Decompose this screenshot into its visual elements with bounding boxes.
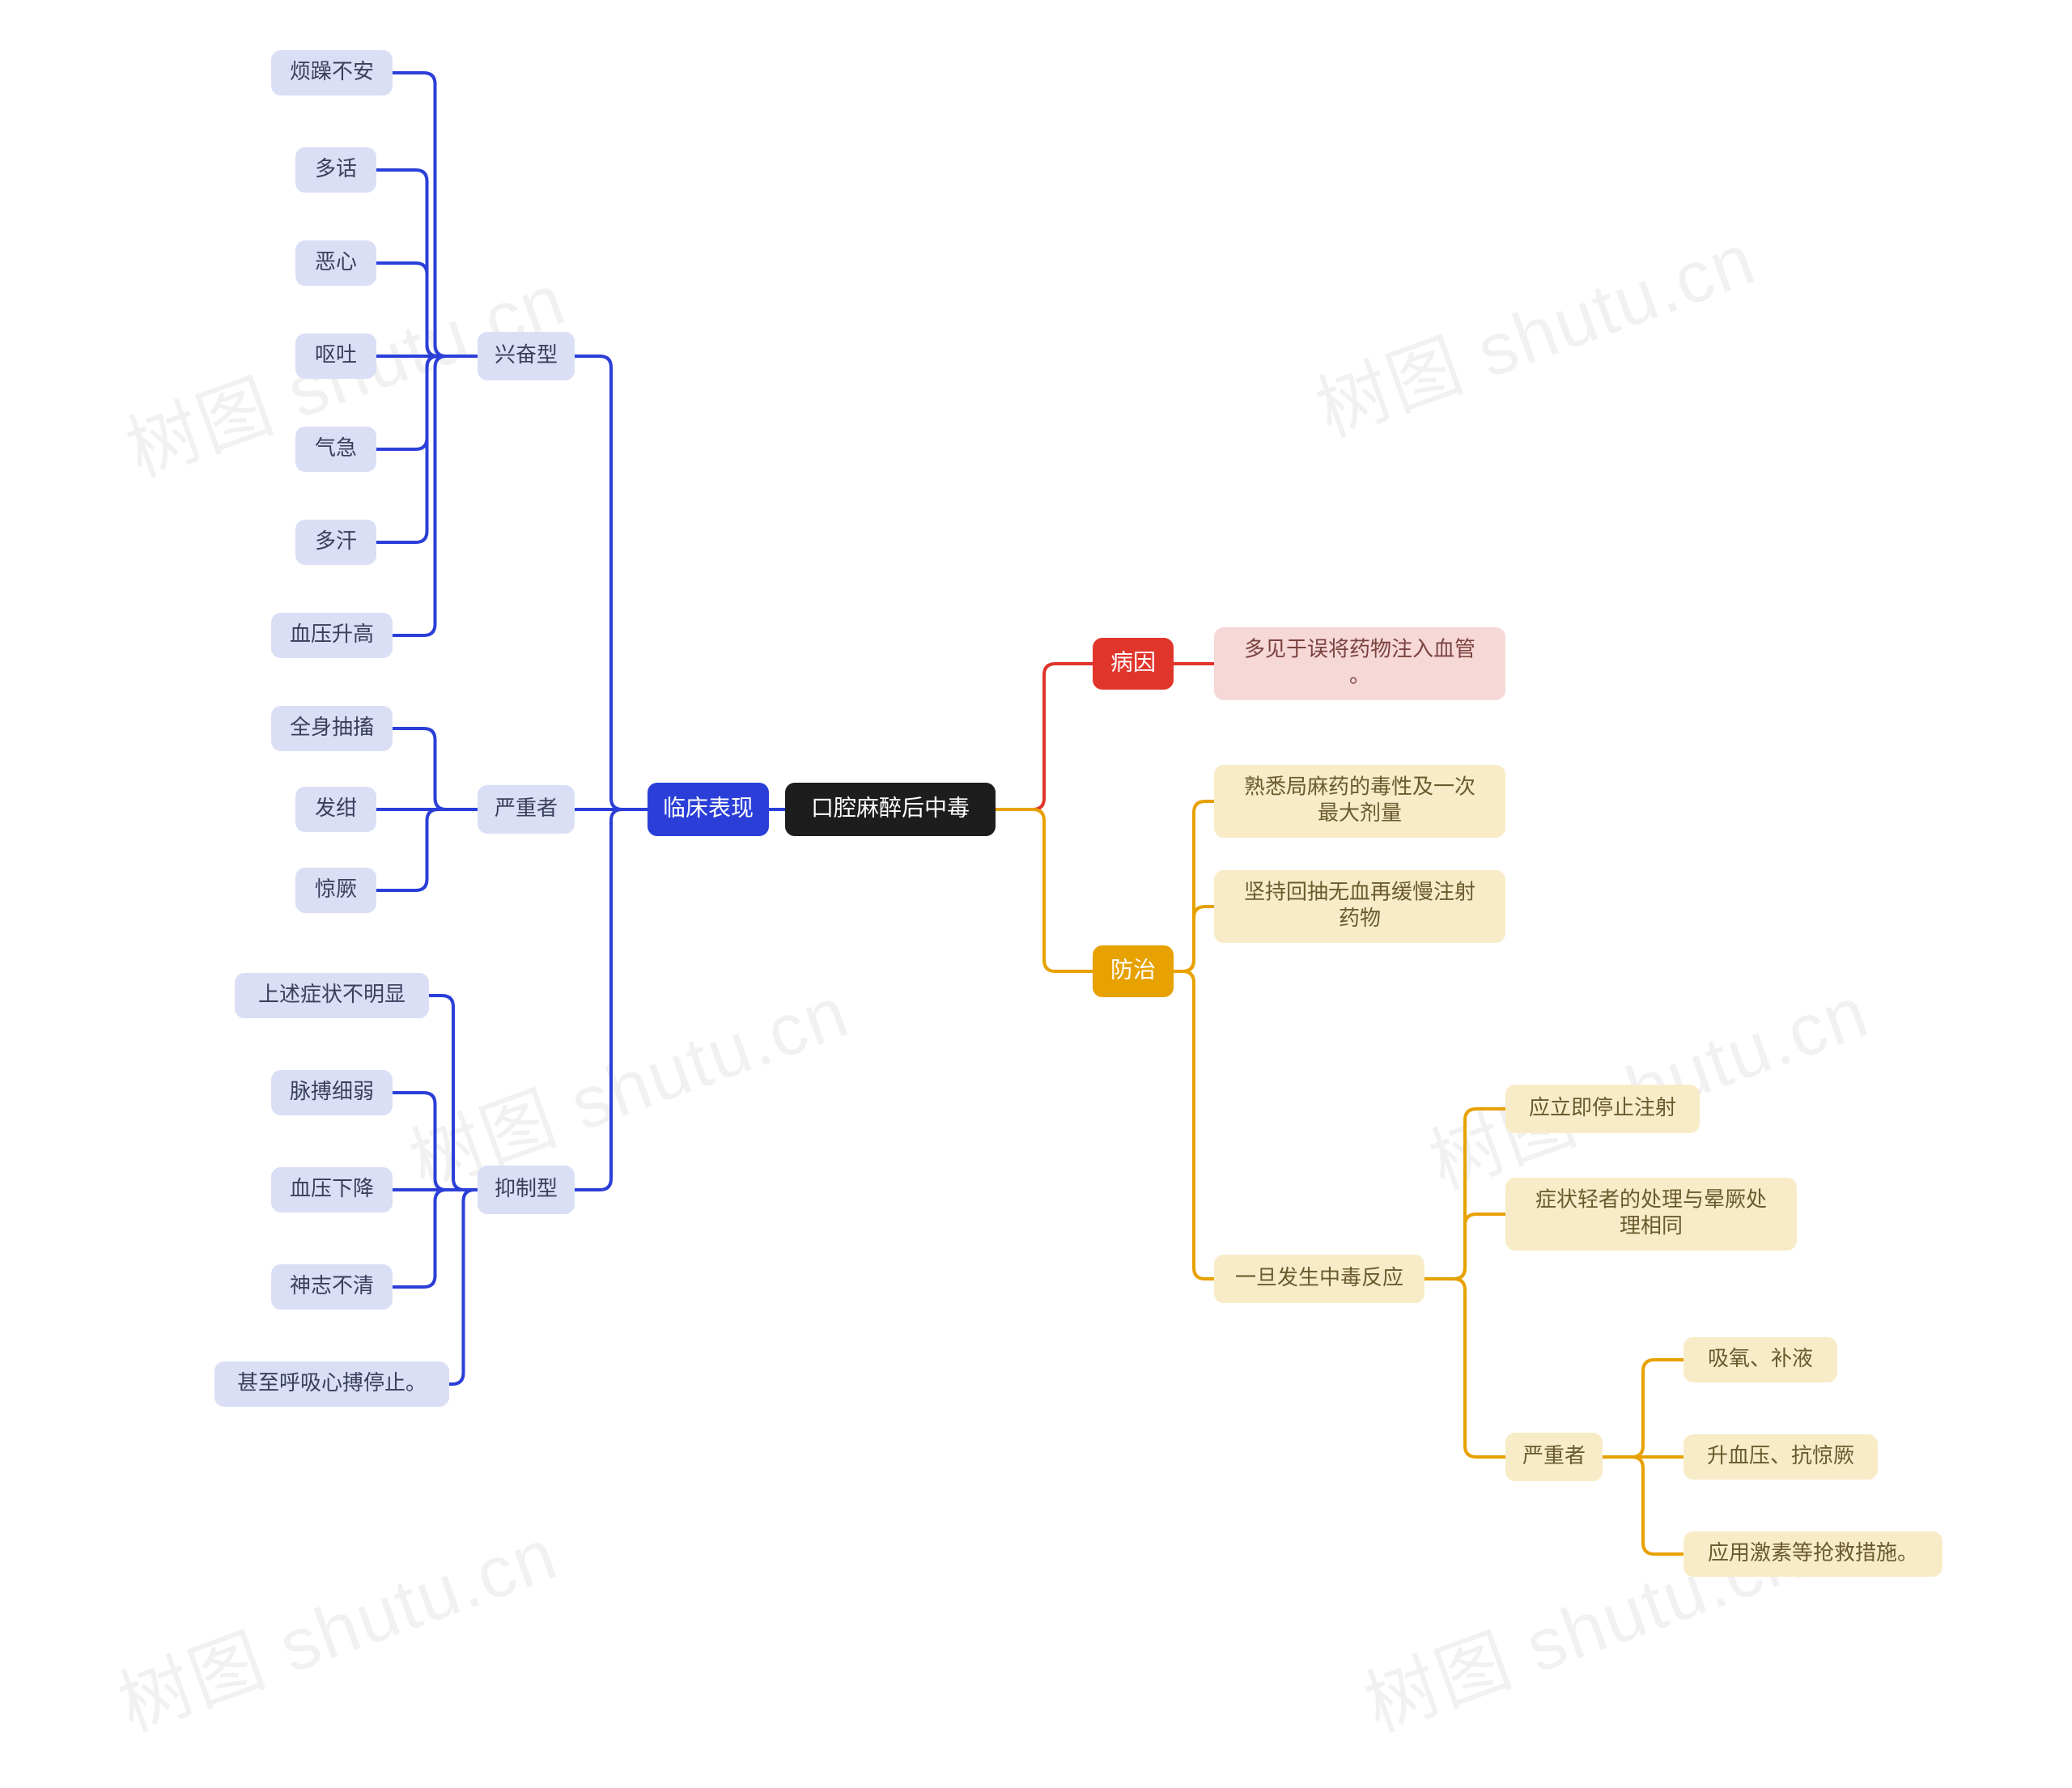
mindmap-node[interactable]: 烦躁不安 (271, 50, 393, 96)
node-label: 吸氧、补液 (1708, 1346, 1813, 1370)
node-label: 烦躁不安 (290, 59, 374, 83)
node-label: 一旦发生中毒反应 (1235, 1265, 1403, 1289)
node-label: 理相同 (1620, 1213, 1683, 1238)
node-label: 临床表现 (663, 795, 754, 820)
node-label: 多话 (315, 156, 357, 180)
node-label: 药物 (1339, 906, 1381, 930)
node-label: 神志不清 (290, 1273, 374, 1297)
mindmap-edge (1603, 1457, 1684, 1554)
node-label: 熟悉局麻药的毒性及一次 (1244, 775, 1475, 799)
mindmap-node[interactable]: 惊厥 (295, 868, 376, 913)
node-label: 防治 (1110, 957, 1156, 982)
node-label: 兴奋型 (495, 342, 558, 367)
node-label: 抑制型 (495, 1176, 558, 1200)
watermark-text: 树图 shutu.cn (108, 1514, 567, 1747)
mindmap-edge (996, 664, 1093, 809)
mindmap-node[interactable]: 多汗 (295, 520, 376, 565)
mindmap-node[interactable]: 甚至呼吸心搏停止。 (214, 1361, 449, 1407)
node-label: 最大剂量 (1318, 801, 1402, 825)
mindmap-edge (575, 356, 648, 809)
node-label: 病因 (1110, 649, 1156, 674)
node-label: 多见于误将药物注入血管 (1244, 637, 1475, 661)
mindmap-canvas: 树图 shutu.cn树图 shutu.cn树图 shutu.cn树图 shut… (0, 0, 2072, 1788)
mindmap-node[interactable]: 抑制型 (478, 1166, 575, 1214)
mindmap-node[interactable]: 坚持回抽无血再缓慢注射药物 (1214, 870, 1505, 943)
node-label: 多汗 (315, 529, 357, 553)
mindmap-node[interactable]: 血压下降 (271, 1167, 393, 1213)
node-label: 惊厥 (315, 877, 357, 901)
node-label: 。 (1349, 663, 1370, 687)
node-label: 严重者 (1522, 1443, 1586, 1467)
mindmap-node[interactable]: 升血压、抗惊厥 (1684, 1434, 1878, 1480)
mindmap-node[interactable]: 严重者 (478, 785, 575, 834)
mindmap-node[interactable]: 脉搏细弱 (271, 1070, 393, 1115)
node-label: 严重者 (495, 796, 558, 820)
node-label: 恶心 (315, 249, 357, 274)
mindmap-edge (449, 1190, 478, 1384)
mindmap-edge (1174, 907, 1214, 971)
mindmap-edge (393, 356, 478, 635)
mindmap-node[interactable]: 应立即停止注射 (1505, 1085, 1700, 1133)
mindmap-edge (1174, 971, 1214, 1279)
mindmap-node[interactable]: 神志不清 (271, 1264, 393, 1310)
mindmap-node[interactable]: 恶心 (295, 240, 376, 286)
node-label: 甚至呼吸心搏停止。 (237, 1370, 427, 1395)
mindmap-node[interactable]: 多见于误将药物注入血管。 (1214, 627, 1505, 700)
mindmap-node[interactable]: 呕吐 (295, 333, 376, 379)
mindmap-edge (1424, 1279, 1505, 1457)
node-label: 应立即停止注射 (1529, 1095, 1676, 1119)
node-label: 血压下降 (290, 1176, 374, 1200)
node-label: 全身抽搐 (290, 715, 374, 739)
mindmap-node[interactable]: 应用激素等抢救措施。 (1684, 1531, 1942, 1577)
mindmap-node[interactable]: 气急 (295, 427, 376, 472)
node-label: 升血压、抗惊厥 (1707, 1443, 1854, 1467)
watermark-text: 树图 shutu.cn (400, 971, 859, 1204)
node-label: 发绀 (315, 796, 357, 820)
mindmap-node[interactable]: 熟悉局麻药的毒性及一次最大剂量 (1214, 765, 1505, 838)
node-label: 症状轻者的处理与晕厥处 (1535, 1187, 1767, 1212)
mindmap-edge (376, 809, 478, 890)
node-label: 气急 (315, 435, 357, 460)
mindmap-node[interactable]: 临床表现 (648, 783, 769, 836)
watermark-text: 树图 shutu.cn (1306, 219, 1765, 452)
mindmap-node[interactable]: 严重者 (1505, 1433, 1603, 1481)
mindmap-node[interactable]: 防治 (1093, 945, 1174, 997)
mindmap-edge (1603, 1360, 1684, 1457)
mindmap-node[interactable]: 血压升高 (271, 613, 393, 658)
node-label: 血压升高 (290, 622, 374, 646)
mindmap-node[interactable]: 口腔麻醉后中毒 (785, 783, 996, 836)
mindmap-edge (996, 809, 1093, 971)
node-label: 呕吐 (315, 342, 357, 367)
node-label: 脉搏细弱 (290, 1079, 374, 1103)
mindmap-node[interactable]: 多话 (295, 147, 376, 193)
node-label: 坚持回抽无血再缓慢注射 (1244, 880, 1475, 904)
mindmap-node[interactable]: 上述症状不明显 (235, 973, 429, 1018)
mindmap-node[interactable]: 吸氧、补液 (1684, 1337, 1837, 1382)
mindmap-edge (1424, 1214, 1505, 1279)
mindmap-node[interactable]: 发绀 (295, 787, 376, 832)
mindmap-node[interactable]: 兴奋型 (478, 332, 575, 380)
mindmap-node[interactable]: 症状轻者的处理与晕厥处理相同 (1505, 1178, 1797, 1251)
mindmap-edge (393, 728, 478, 809)
node-label: 应用激素等抢救措施。 (1708, 1540, 1918, 1565)
mindmap-node[interactable]: 病因 (1093, 638, 1174, 690)
node-label: 上述症状不明显 (258, 982, 405, 1006)
node-label: 口腔麻醉后中毒 (811, 795, 970, 820)
mindmap-node[interactable]: 全身抽搐 (271, 706, 393, 751)
mindmap-node[interactable]: 一旦发生中毒反应 (1214, 1255, 1424, 1303)
